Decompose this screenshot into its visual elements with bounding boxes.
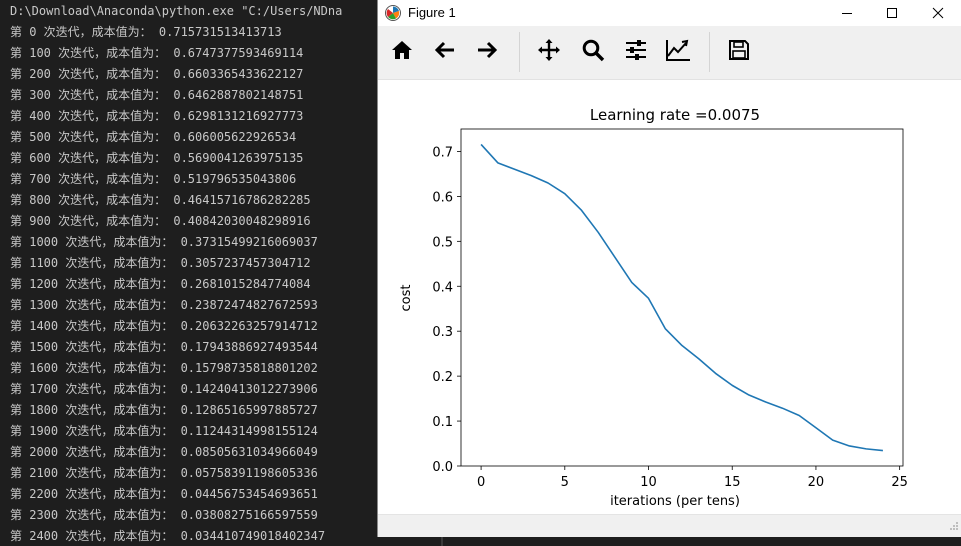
- pan-icon: [537, 38, 561, 66]
- figure-window: Figure 1: [377, 0, 961, 537]
- console-log-line: 第 2300 次迭代，成本值为： 0.03808275166597559: [10, 508, 318, 522]
- console-log-line: 第 2200 次迭代，成本值为： 0.04456753454693651: [10, 487, 318, 501]
- configure-subplots-button[interactable]: [618, 34, 654, 70]
- x-axis: 0 5 10 15 20 25: [477, 466, 908, 490]
- edit-axes-button[interactable]: [660, 34, 696, 70]
- console-log-line: 第 1800 次迭代，成本值为： 0.12865165997885727: [10, 403, 318, 417]
- y-axis: 0.0 0.1 0.2 0.3 0.4 0.5 0.6 0.7: [432, 145, 461, 475]
- zoom-button[interactable]: [575, 34, 611, 70]
- toolbar-separator: [709, 32, 710, 72]
- edit-curve-icon: [665, 38, 691, 66]
- x-tick-label: 20: [808, 475, 825, 490]
- y-tick-label: 0.4: [432, 280, 453, 295]
- console-command-line: D:\Download\Anaconda\python.exe "C:/User…: [10, 4, 343, 18]
- console-log-line: 第 300 次迭代，成本值为： 0.6462887802148751: [10, 88, 304, 102]
- navigation-toolbar: [378, 26, 961, 80]
- console-log-line: 第 1200 次迭代，成本值为： 0.2681015284774084: [10, 277, 311, 291]
- console-log-line: 第 2400 次迭代，成本值为： 0.034410749018402347: [10, 529, 326, 543]
- x-tick-label: 15: [724, 475, 741, 490]
- console-scrollbar[interactable]: [441, 537, 443, 546]
- console-log-line: 第 1900 次迭代，成本值为： 0.11244314998155124: [10, 424, 318, 438]
- console-log-line: 第 700 次迭代，成本值为： 0.519796535043806: [10, 172, 297, 186]
- save-figure-button[interactable]: [721, 34, 757, 70]
- title-bar[interactable]: Figure 1: [378, 0, 961, 26]
- x-tick-label: 25: [891, 475, 908, 490]
- console-log-line: 第 1000 次迭代，成本值为： 0.37315499216069037: [10, 235, 318, 249]
- console-log-line: 第 1400 次迭代，成本值为： 0.20632263257914712: [10, 319, 318, 333]
- back-arrow-icon: [434, 39, 456, 65]
- console-log-line: 第 1600 次迭代，成本值为： 0.15798735818801202: [10, 361, 318, 375]
- console-log-line: 第 800 次迭代，成本值为： 0.46415716786282285: [10, 193, 311, 207]
- series-group: [480, 143, 883, 452]
- console-log-line: 第 1100 次迭代，成本值为： 0.3057237457304712: [10, 256, 311, 270]
- resize-grip-icon[interactable]: [949, 516, 959, 535]
- zoom-icon: [581, 38, 605, 66]
- close-button[interactable]: [915, 0, 961, 26]
- console-log-line: 第 1500 次迭代，成本值为： 0.17943886927493544: [10, 340, 318, 354]
- pan-button[interactable]: [531, 34, 567, 70]
- figure-canvas[interactable]: Learning rate =0.0075 0 5 10 15 20 25 0.0 0.1 0…: [378, 80, 961, 514]
- chart-title: Learning rate =0.0075: [590, 106, 760, 124]
- y-axis-label: cost: [399, 285, 414, 312]
- close-icon: [932, 4, 944, 23]
- forward-arrow-icon: [476, 39, 498, 65]
- y-tick-label: 0.2: [432, 370, 453, 385]
- minimize-button[interactable]: [824, 0, 870, 26]
- chart: Learning rate =0.0075 0 5 10 15 20 25 0.00.10…: [399, 106, 908, 509]
- maximize-icon: [886, 4, 898, 23]
- y-tick-label: 0.7: [432, 145, 453, 160]
- y-tick-label: 0.6: [432, 190, 453, 205]
- console-log-line: 第 600 次迭代，成本值为： 0.5690041263975135: [10, 151, 304, 165]
- forward-button[interactable]: [469, 34, 505, 70]
- console-log-line: 第 0 次迭代，成本值为： 0.715731513413713: [10, 25, 282, 39]
- matplotlib-logo-icon: [384, 4, 402, 22]
- console-log-line: 第 200 次迭代，成本值为： 0.6603365433622127: [10, 67, 304, 81]
- minimize-icon: [841, 4, 853, 23]
- console-log-line: 第 2000 次迭代，成本值为： 0.08505631034966049: [10, 445, 318, 459]
- home-icon: [391, 39, 413, 65]
- y-tick-label: 0.1: [432, 415, 453, 430]
- console-log-line: 第 900 次迭代，成本值为： 0.40842030048298916: [10, 214, 311, 228]
- console-log-line: 第 100 次迭代，成本值为： 0.6747377593469114: [10, 46, 304, 60]
- y-tick-label: 0.0: [432, 460, 453, 475]
- console-log-line: 第 1700 次迭代，成本值为： 0.14240413012273906: [10, 382, 318, 396]
- plot-frame: [460, 128, 904, 467]
- cost-curve-line: [480, 143, 883, 452]
- subplots-icon: [624, 38, 648, 66]
- console-log-line: 第 1300 次迭代，成本值为： 0.23872474827672593: [10, 298, 318, 312]
- console-log-line: 第 400 次迭代，成本值为： 0.6298131216927773: [10, 109, 304, 123]
- y-tick-label: 0.3: [432, 325, 453, 340]
- x-tick-label: 0: [477, 475, 485, 490]
- status-bar: [378, 514, 961, 537]
- toolbar-separator: [519, 32, 520, 72]
- back-button[interactable]: [427, 34, 463, 70]
- console-log-line: 第 2100 次迭代，成本值为： 0.05758391198605336: [10, 466, 318, 480]
- x-axis-label: iterations (per tens): [610, 494, 740, 509]
- x-tick-label: 10: [640, 475, 657, 490]
- home-button[interactable]: [384, 34, 420, 70]
- maximize-button[interactable]: [869, 0, 915, 26]
- console-log-line: 第 500 次迭代，成本值为： 0.606005622926534: [10, 130, 297, 144]
- save-icon: [728, 39, 750, 65]
- y-tick-label: 0.5: [432, 235, 453, 250]
- x-tick-label: 5: [561, 475, 569, 490]
- window-title: Figure 1: [408, 5, 456, 20]
